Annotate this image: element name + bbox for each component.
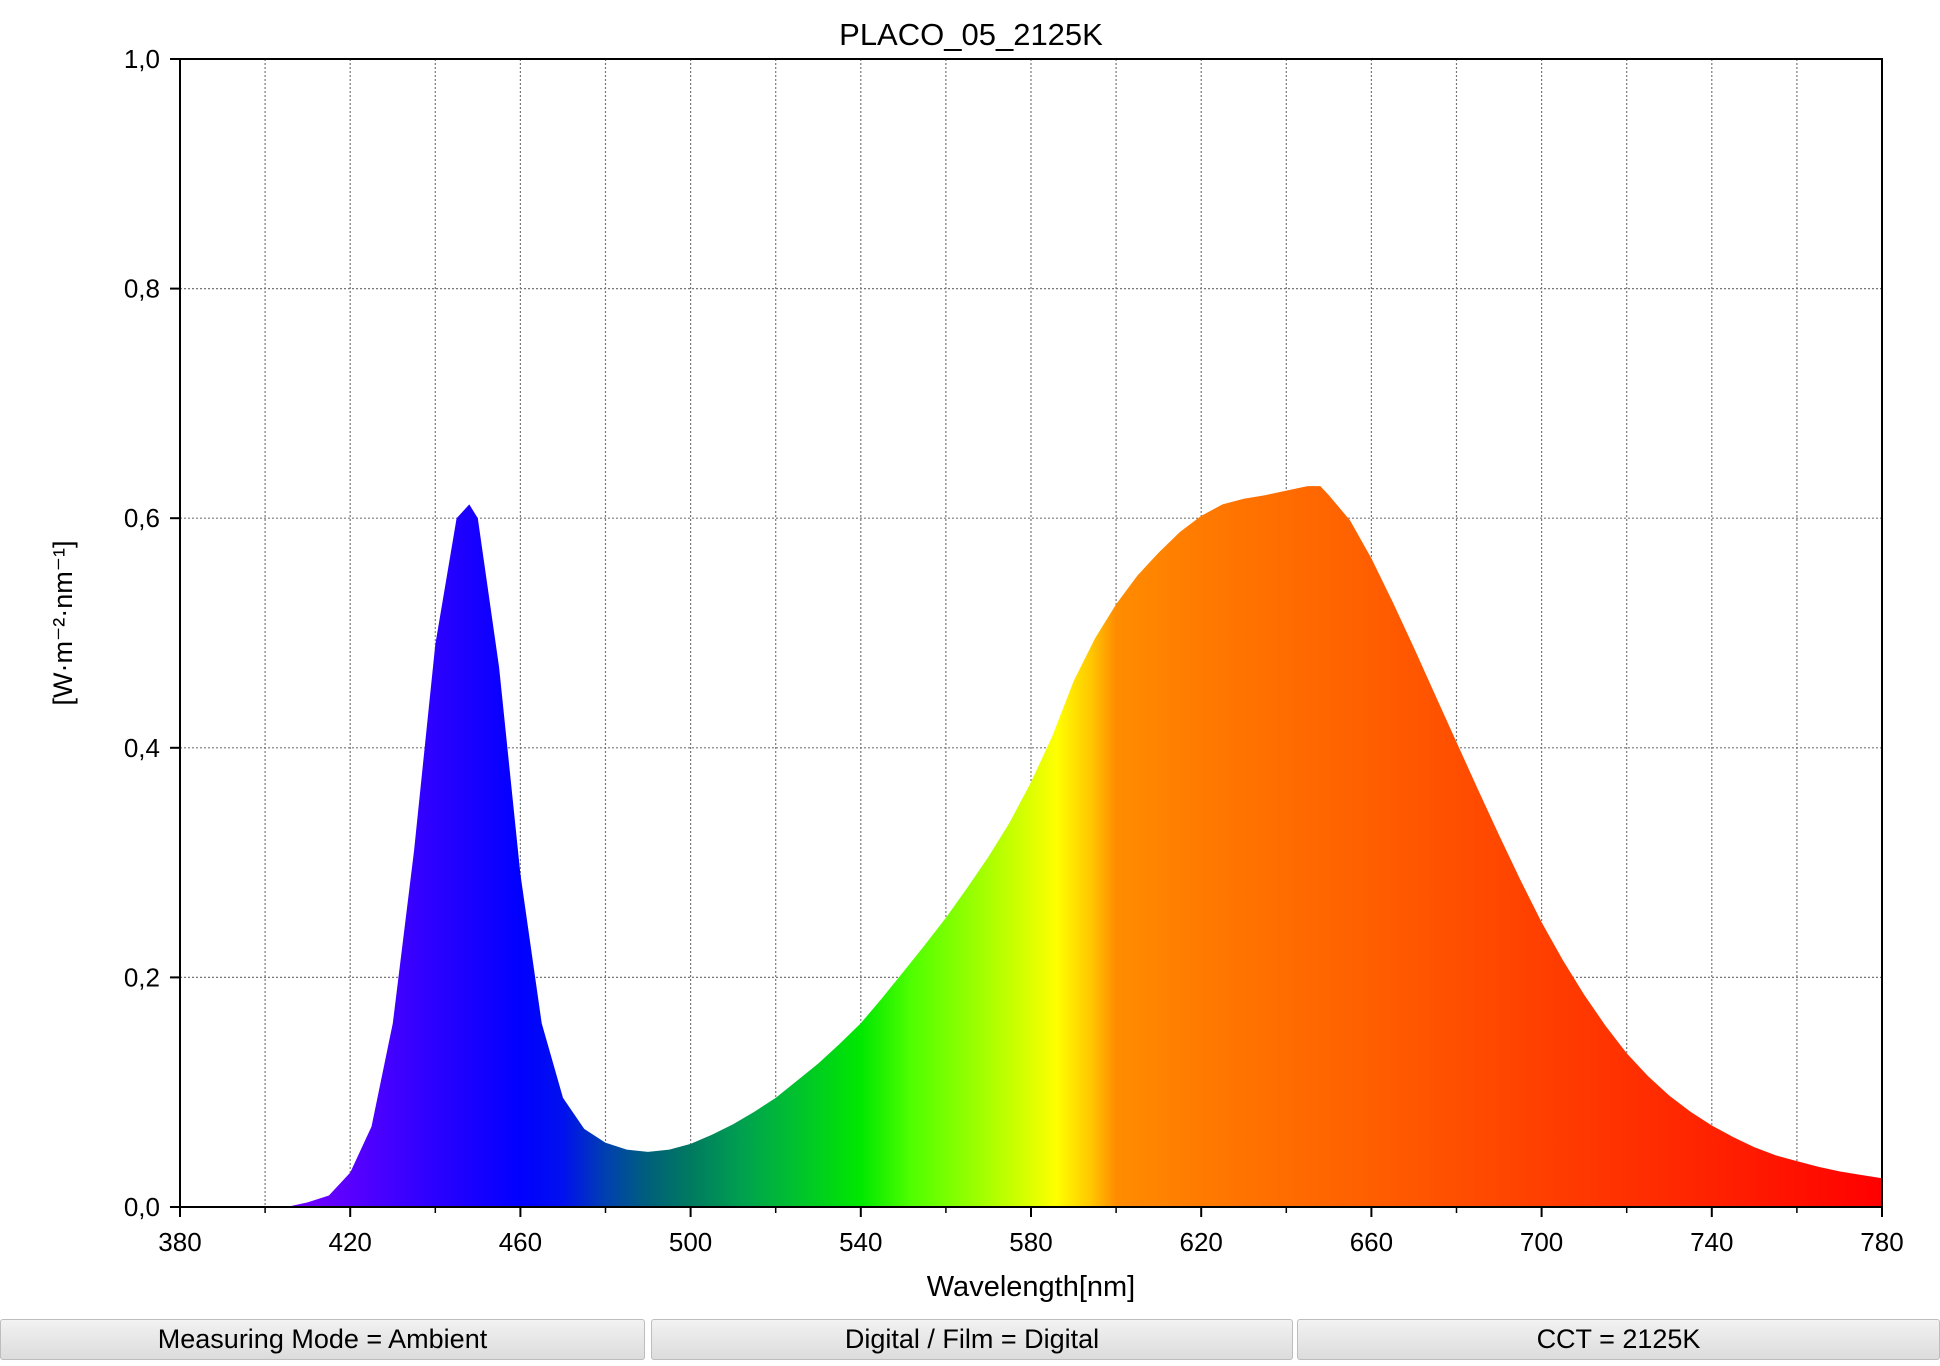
spectrum-chart: 380 420 460 500 540 580 620 660 700 740 780 0,0 0,2… xyxy=(48,17,1904,1303)
x-tick-label: 580 xyxy=(1009,1227,1052,1257)
y-tick-label: 0,4 xyxy=(124,733,160,763)
measuring-mode-status: Measuring Mode = Ambient xyxy=(0,1319,645,1360)
chart-title: PLACO_05_2125K xyxy=(839,17,1103,52)
spectrum-area xyxy=(286,486,1882,1208)
axis-ticks xyxy=(170,58,1883,1217)
x-tick-label: 500 xyxy=(669,1227,712,1257)
status-bar: Measuring Mode = Ambient Digital / Film … xyxy=(0,1319,1940,1366)
x-tick-label: 380 xyxy=(158,1227,201,1257)
cct-status: CCT = 2125K xyxy=(1297,1319,1940,1360)
x-tick-label: 780 xyxy=(1860,1227,1903,1257)
y-axis-label: [W·m⁻²·nm⁻¹] xyxy=(48,541,78,706)
y-tick-labels: 0,0 0,2 0,4 0,6 0,8 1,0 xyxy=(124,44,160,1222)
y-tick-label: 0,8 xyxy=(124,274,160,304)
x-axis-label: Wavelength[nm] xyxy=(927,1271,1135,1303)
x-tick-label: 740 xyxy=(1690,1227,1733,1257)
x-tick-label: 620 xyxy=(1180,1227,1223,1257)
x-tick-label: 460 xyxy=(499,1227,542,1257)
x-tick-label: 700 xyxy=(1520,1227,1563,1257)
y-tick-label: 0,6 xyxy=(124,503,160,533)
x-tick-labels: 380 420 460 500 540 580 620 660 700 740 780 xyxy=(158,1227,1903,1257)
x-tick-label: 660 xyxy=(1350,1227,1393,1257)
y-tick-label: 1,0 xyxy=(124,44,160,74)
digital-film-status: Digital / Film = Digital xyxy=(651,1319,1293,1360)
x-tick-label: 420 xyxy=(329,1227,372,1257)
y-tick-label: 0,2 xyxy=(124,962,160,992)
y-tick-label: 0,0 xyxy=(124,1192,160,1222)
x-tick-label: 540 xyxy=(839,1227,882,1257)
